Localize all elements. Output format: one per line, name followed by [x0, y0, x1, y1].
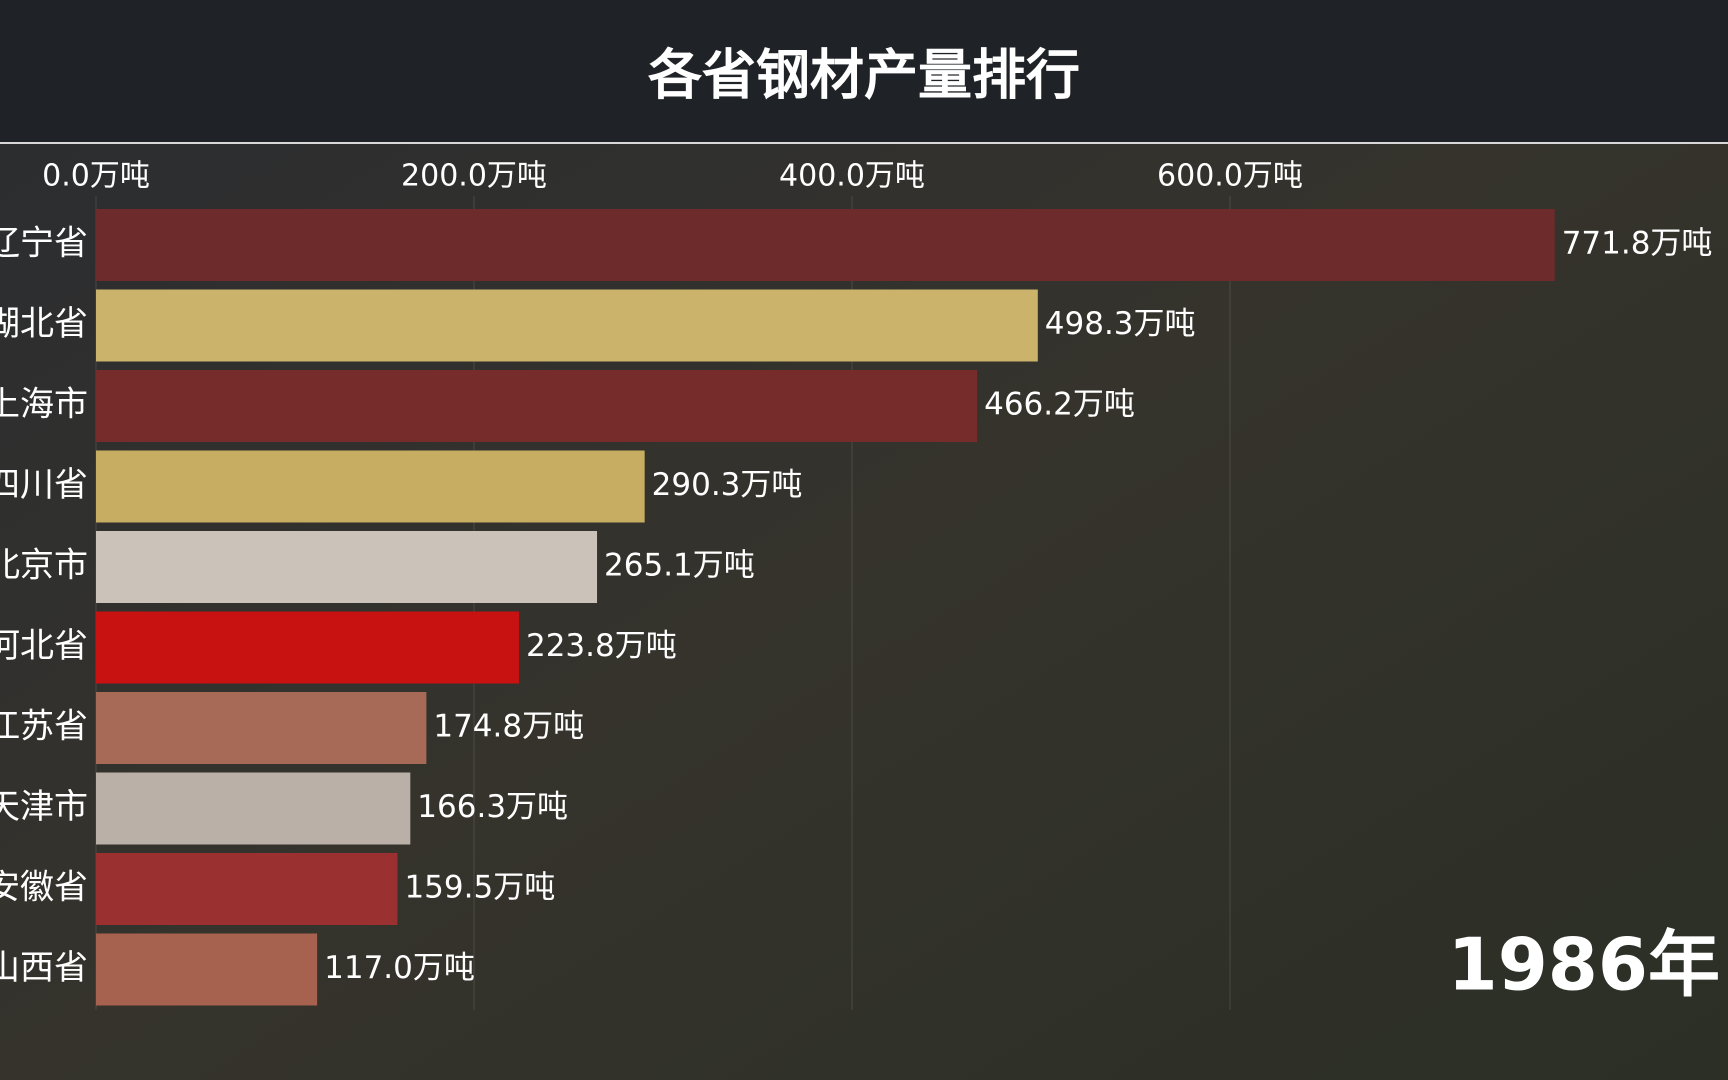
category-label: 江苏省: [0, 707, 88, 747]
category-label: 天津市: [0, 787, 88, 827]
x-tick-label: 600.0万吨: [1157, 159, 1303, 194]
value-label: 290.3万吨: [652, 467, 803, 503]
category-label: 上海市: [0, 385, 88, 425]
category-label: 辽宁省: [0, 224, 88, 264]
bar: [96, 853, 398, 925]
bar: [96, 289, 1038, 362]
category-label: 北京市: [0, 546, 88, 586]
value-label: 174.8万吨: [433, 709, 584, 745]
value-label: 498.3万吨: [1045, 306, 1196, 342]
bar: [96, 611, 519, 684]
value-label: 159.5万吨: [404, 870, 555, 906]
x-tick-label: 0.0万吨: [42, 159, 150, 194]
header-band: [0, 0, 1728, 142]
bar: [96, 450, 645, 523]
bar: [96, 933, 318, 1006]
value-label: 771.8万吨: [1562, 226, 1713, 262]
x-tick-label: 400.0万吨: [779, 159, 925, 194]
category-label: 山西省: [0, 948, 88, 988]
value-label: 265.1万吨: [604, 548, 755, 584]
x-tick-label: 200.0万吨: [401, 159, 547, 194]
category-label: 安徽省: [0, 868, 88, 908]
bar: [96, 370, 978, 442]
bar: [96, 772, 411, 845]
category-label: 湖北省: [0, 304, 88, 344]
value-label: 223.8万吨: [526, 628, 677, 664]
category-label: 四川省: [0, 465, 88, 505]
bar: [96, 692, 427, 764]
value-label: 466.2万吨: [984, 387, 1135, 423]
year-annotation: 1986年: [1448, 923, 1720, 1007]
value-label: 117.0万吨: [324, 950, 475, 986]
category-label: 河北省: [0, 626, 88, 666]
bar: [96, 209, 1555, 281]
value-label: 166.3万吨: [417, 789, 568, 825]
bar: [96, 531, 598, 603]
chart-title: 各省钢材产量排行: [648, 44, 1080, 107]
